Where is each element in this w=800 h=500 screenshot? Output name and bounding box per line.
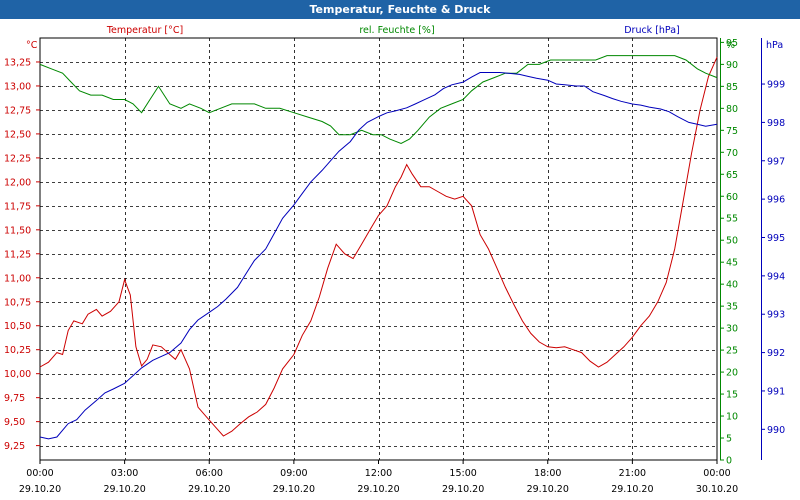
grid — [39, 37, 718, 461]
temperature-tick-label: 10,25 — [4, 345, 31, 356]
plot-frame — [39, 37, 718, 461]
humidity-tick-label: 60 — [726, 192, 738, 203]
humidity-tick-label: 5 — [726, 434, 732, 445]
x-tick-time-label: 03:00 — [111, 468, 138, 479]
humidity-tick-label: 75 — [726, 126, 738, 137]
x-tick-time-label: 00:00 — [703, 468, 730, 479]
x-tick-time-label: 12:00 — [365, 468, 392, 479]
temperature-tick-label: 12,25 — [4, 153, 31, 164]
temperature-tick-label: 9,50 — [4, 417, 25, 428]
humidity-tick-label: 65 — [726, 170, 738, 181]
x-tick-date-label: 29.10.20 — [357, 484, 399, 495]
x-tick-time-label: 09:00 — [280, 468, 307, 479]
temperature-tick-label: 10,75 — [4, 297, 31, 308]
pressure-tick-label: 995 — [767, 233, 785, 244]
temperature-tick-label: 10,50 — [4, 321, 31, 332]
humidity-tick-label: 70 — [726, 148, 738, 159]
x-tick-time-label: 00:00 — [26, 468, 53, 479]
pressure-tick-label: 998 — [767, 118, 785, 129]
humidity-tick-label: 55 — [726, 214, 738, 225]
x-tick-date-label: 29.10.20 — [103, 484, 145, 495]
humidity-tick-label: 10 — [726, 412, 738, 423]
temperature-tick-label: 11,25 — [4, 249, 31, 260]
humidity-tick-label: 80 — [726, 104, 738, 115]
humidity-tick-label: 40 — [726, 280, 738, 291]
x-tick-date-label: 29.10.20 — [273, 484, 315, 495]
x-tick-date-label: 29.10.20 — [19, 484, 61, 495]
temperature-tick-label: 11,75 — [4, 201, 31, 212]
humidity-tick-label: 25 — [726, 346, 738, 357]
temperature-tick-label: 11,00 — [4, 273, 31, 284]
temperature-tick-label: 12,75 — [4, 105, 31, 116]
temperature-tick-label: 12,00 — [4, 177, 31, 188]
humidity-tick-label: 95 — [726, 38, 738, 49]
x-tick-date-label: 29.10.20 — [188, 484, 230, 495]
pressure-tick-label: 997 — [767, 156, 785, 167]
humidity-tick-label: 35 — [726, 302, 738, 313]
temperature-unit-label: °C — [26, 40, 38, 51]
temperature-tick-label: 13,00 — [4, 81, 31, 92]
pressure-unit-label: hPa — [766, 40, 783, 51]
x-tick-date-label: 29.10.20 — [527, 484, 569, 495]
humidity-tick-label: 30 — [726, 324, 738, 335]
temperature-tick-label: 10,00 — [4, 369, 31, 380]
axes: 9,25 9,50 9,75 10,00 10,25 10,50 10,75 11,00 11,… — [4, 25, 785, 495]
humidity-tick-label: 85 — [726, 82, 738, 93]
humidity-tick-label: 45 — [726, 258, 738, 269]
humidity-tick-label: 20 — [726, 368, 738, 379]
x-tick-time-label: 21:00 — [619, 468, 646, 479]
temperature-legend: Temperatur [°C] — [106, 25, 183, 36]
temperature-tick-label: 12,50 — [4, 129, 31, 140]
temperature-tick-label: 13,25 — [4, 57, 31, 68]
pressure-series-line — [39, 72, 718, 440]
humidity-series-line — [39, 55, 718, 145]
humidity-tick-label: 15 — [726, 390, 738, 401]
x-tick-date-label: 30.10.20 — [696, 484, 738, 495]
pressure-tick-label: 990 — [767, 425, 785, 436]
pressure-tick-label: 994 — [767, 271, 785, 282]
temperature-tick-label: 9,25 — [4, 441, 25, 452]
x-tick-time-label: 15:00 — [449, 468, 476, 479]
x-tick-time-label: 06:00 — [196, 468, 223, 479]
pressure-tick-label: 992 — [767, 348, 785, 359]
window-title: Temperatur, Feuchte & Druck — [0, 0, 800, 19]
temperature-series-line — [39, 56, 718, 437]
series-lines — [39, 55, 718, 440]
humidity-tick-label: 90 — [726, 60, 738, 71]
humidity-tick-label: 50 — [726, 236, 738, 247]
pressure-legend: Druck [hPa] — [624, 25, 680, 36]
x-tick-time-label: 18:00 — [534, 468, 561, 479]
humidity-unit-label: % — [726, 40, 735, 51]
temperature-tick-label: 11,50 — [4, 225, 31, 236]
pressure-tick-label: 991 — [767, 386, 785, 397]
humidity-tick-label: 0 — [726, 456, 732, 467]
x-tick-date-label: 29.10.20 — [442, 484, 484, 495]
pressure-tick-label: 993 — [767, 310, 785, 321]
x-tick-date-label: 29.10.20 — [611, 484, 653, 495]
pressure-tick-label: 999 — [767, 80, 785, 91]
humidity-legend: rel. Feuchte [%] — [359, 25, 434, 36]
pressure-tick-label: 996 — [767, 195, 785, 206]
temperature-tick-label: 9,75 — [4, 393, 25, 404]
